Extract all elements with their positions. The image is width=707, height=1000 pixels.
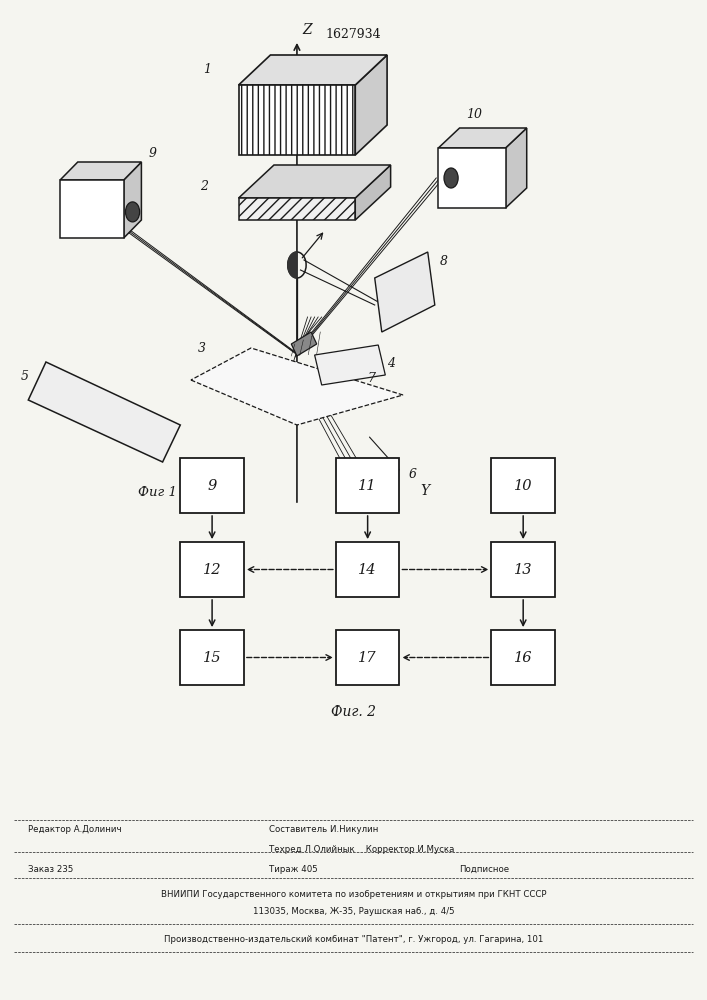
Text: Составитель И.Никулин: Составитель И.Никулин	[269, 825, 378, 834]
FancyBboxPatch shape	[491, 458, 555, 513]
FancyBboxPatch shape	[336, 458, 399, 513]
Polygon shape	[438, 128, 527, 148]
Text: 6: 6	[409, 468, 416, 481]
Polygon shape	[60, 180, 124, 238]
Text: 12: 12	[203, 562, 221, 576]
Polygon shape	[291, 332, 317, 356]
Polygon shape	[375, 252, 435, 332]
Text: 9: 9	[207, 479, 217, 492]
FancyBboxPatch shape	[491, 630, 555, 685]
FancyBboxPatch shape	[180, 542, 244, 597]
Polygon shape	[191, 348, 403, 425]
Text: 11: 11	[358, 479, 377, 492]
Polygon shape	[288, 252, 297, 278]
Text: 15: 15	[203, 650, 221, 664]
FancyBboxPatch shape	[491, 542, 555, 597]
Text: 1627934: 1627934	[326, 28, 381, 41]
Polygon shape	[124, 162, 141, 238]
Text: 10: 10	[514, 479, 532, 492]
Text: ВНИИПИ Государственного комитета по изобретениям и открытиям при ГКНТ СССР: ВНИИПИ Государственного комитета по изоб…	[160, 890, 547, 899]
Text: Редактор А.Долинич: Редактор А.Долинич	[28, 825, 122, 834]
Text: Заказ 235: Заказ 235	[28, 865, 74, 874]
Text: Фиг 1: Фиг 1	[138, 486, 177, 498]
Text: Техред Л.Олийнык    Корректор И.Муска: Техред Л.Олийнык Корректор И.Муска	[269, 845, 454, 854]
Polygon shape	[355, 55, 387, 155]
Text: 14: 14	[358, 562, 377, 576]
Text: 16: 16	[514, 650, 532, 664]
Polygon shape	[238, 198, 355, 220]
Text: Z: Z	[303, 23, 312, 37]
Text: 13: 13	[514, 562, 532, 576]
Polygon shape	[238, 55, 387, 85]
Text: 113035, Москва, Ж-35, Раушская наб., д. 4/5: 113035, Москва, Ж-35, Раушская наб., д. …	[252, 907, 455, 916]
Text: 1: 1	[204, 63, 211, 76]
Circle shape	[444, 168, 458, 188]
Polygon shape	[438, 148, 506, 208]
Text: Производственно-издательский комбинат "Патент", г. Ужгород, ул. Гагарина, 101: Производственно-издательский комбинат "П…	[164, 935, 543, 944]
Text: Y: Y	[421, 484, 430, 498]
Text: Тираж 405: Тираж 405	[269, 865, 317, 874]
Polygon shape	[315, 345, 385, 385]
Polygon shape	[28, 362, 180, 462]
Polygon shape	[60, 162, 141, 180]
Text: 4: 4	[387, 357, 395, 370]
Text: 5: 5	[21, 370, 29, 383]
Text: Подписное: Подписное	[460, 865, 510, 874]
Text: Фиг. 2: Фиг. 2	[331, 705, 376, 719]
Text: 8: 8	[440, 255, 448, 268]
Polygon shape	[238, 85, 355, 155]
FancyBboxPatch shape	[180, 458, 244, 513]
Text: 7: 7	[368, 372, 375, 385]
Polygon shape	[506, 128, 527, 208]
FancyBboxPatch shape	[180, 630, 244, 685]
Text: 9: 9	[148, 147, 156, 160]
Polygon shape	[238, 165, 390, 198]
Polygon shape	[355, 165, 390, 220]
Text: 10: 10	[467, 108, 483, 121]
FancyBboxPatch shape	[336, 542, 399, 597]
Text: 3: 3	[198, 342, 206, 355]
Circle shape	[126, 202, 140, 222]
FancyBboxPatch shape	[336, 630, 399, 685]
Text: 2: 2	[199, 180, 208, 193]
Text: 17: 17	[358, 650, 377, 664]
